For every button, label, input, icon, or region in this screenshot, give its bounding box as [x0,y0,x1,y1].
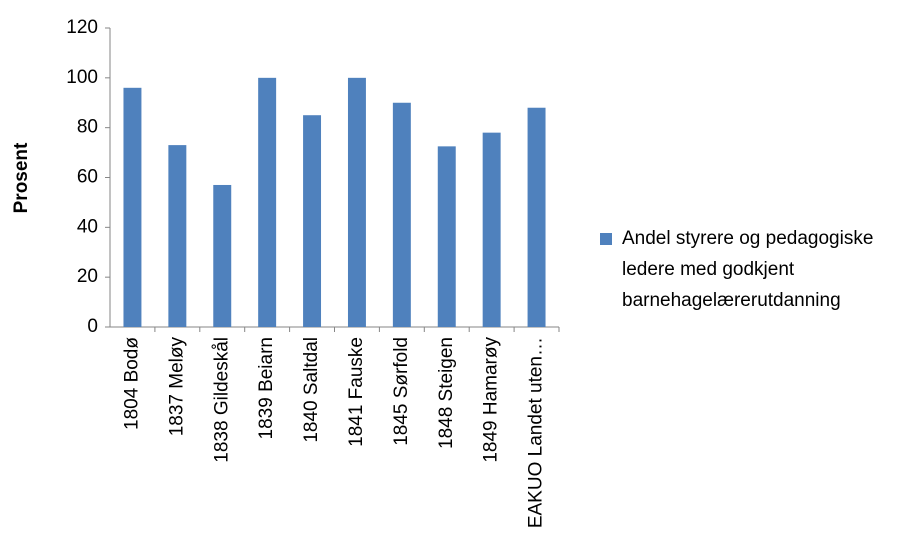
x-tick-label: 1845 Sørfold [391,337,412,446]
x-tick-label: 1841 Fauske [346,337,367,447]
y-tick-label: 120 [66,17,98,38]
bar [482,132,501,327]
x-tick-label: 1837 Meløy [166,337,187,437]
bar [392,102,411,327]
y-tick-label: 0 [87,316,98,337]
legend-label: Andel styrere og pedagogiske ledere med … [622,228,874,311]
bar [123,87,142,327]
y-tick-label: 40 [77,216,98,237]
legend: Andel styrere og pedagogiske ledere med … [600,223,900,316]
bar [213,184,232,327]
y-axis-title: Prosent [11,142,32,213]
bar [437,146,456,327]
y-tick-label: 60 [77,167,98,188]
x-tick-label: 1838 Gildeskål [211,337,232,463]
x-tick-label: 1849 Hamarøy [481,337,502,463]
legend-swatch [600,233,612,245]
x-tick-label: EAKUO Landet uten… [526,337,547,528]
x-tick-label: 1840 Saltdal [301,337,322,443]
x-tick-label: 1839 Beiarn [256,337,277,439]
y-tick-label: 100 [66,67,98,88]
y-tick-label: 80 [77,117,98,138]
bar [527,107,546,327]
y-tick-label: 20 [77,266,98,287]
bar [347,77,366,327]
bar [303,115,322,327]
x-tick-label: 1848 Steigen [436,337,457,449]
bar [258,77,277,327]
bar [168,145,187,327]
x-tick-label: 1804 Bodø [121,337,142,430]
